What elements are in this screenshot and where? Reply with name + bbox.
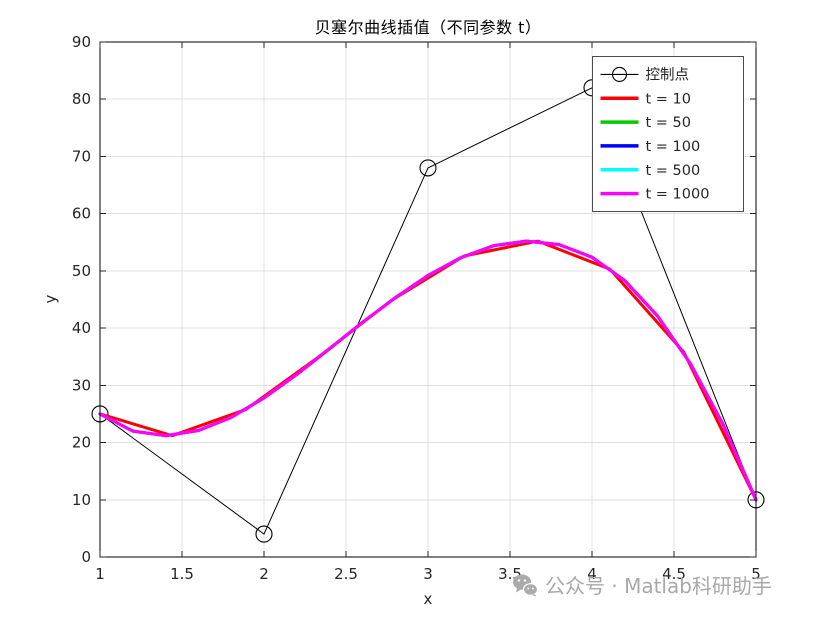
legend-label: t = 10 xyxy=(646,91,692,107)
x-tick-label: 4 xyxy=(587,565,597,583)
control-point-marker xyxy=(419,159,437,177)
y-axis-label: y xyxy=(41,294,60,304)
y-tick-label: 40 xyxy=(72,319,91,337)
legend-label: t = 500 xyxy=(646,163,701,179)
chart-title: 贝塞尔曲线插值（不同参数 t） xyxy=(314,18,542,37)
legend-entry: t = 50 xyxy=(600,115,692,131)
y-tick-label: 90 xyxy=(72,33,91,51)
legend-entry: t = 100 xyxy=(600,139,701,155)
x-tick-label: 4.5 xyxy=(662,565,686,583)
series-group xyxy=(91,79,765,543)
y-tick-label: 50 xyxy=(72,262,91,280)
y-tick-label: 30 xyxy=(72,376,91,394)
y-tick-label: 20 xyxy=(72,434,91,452)
legend-label: t = 100 xyxy=(646,139,701,155)
x-tick-label: 5 xyxy=(751,565,761,583)
legend-entry: t = 1000 xyxy=(600,187,710,203)
y-tick-label: 80 xyxy=(72,90,91,108)
x-tick-label: 3 xyxy=(423,565,433,583)
axis-ticks xyxy=(99,41,757,558)
watermark-text: 公众号 · Matlab科研助手 xyxy=(545,574,772,598)
series-line-1 xyxy=(98,239,758,502)
legend-label: t = 1000 xyxy=(646,187,710,203)
y-tick-label: 10 xyxy=(72,491,91,509)
x-tick-label: 2 xyxy=(259,565,269,583)
y-tick-label: 70 xyxy=(72,147,91,165)
legend: 控制点 t = 10 t = 50 t = 100 t = 500 t = 1000 xyxy=(592,56,744,212)
control-point-marker xyxy=(255,525,273,543)
x-tick-label: 1 xyxy=(95,565,105,583)
x-axis-label: x xyxy=(423,590,433,608)
legend-label: 控制点 xyxy=(646,66,690,83)
series-line-0 xyxy=(99,87,757,535)
legend-entry: 控制点 xyxy=(600,66,690,83)
y-tick-label: 0 xyxy=(81,548,91,566)
watermark: 公众号 · Matlab科研助手 xyxy=(512,570,772,599)
x-tick-label: 2.5 xyxy=(334,565,358,583)
legend-box xyxy=(592,56,744,212)
legend-entry: t = 10 xyxy=(600,91,692,107)
y-tick-label: 60 xyxy=(72,205,91,223)
legend-entry: t = 500 xyxy=(600,163,701,179)
x-tick-label: 1.5 xyxy=(170,565,194,583)
legend-label: t = 50 xyxy=(646,115,692,131)
legend-marker xyxy=(611,66,628,82)
wechat-icon xyxy=(513,573,538,597)
series-line-5 xyxy=(98,239,758,502)
